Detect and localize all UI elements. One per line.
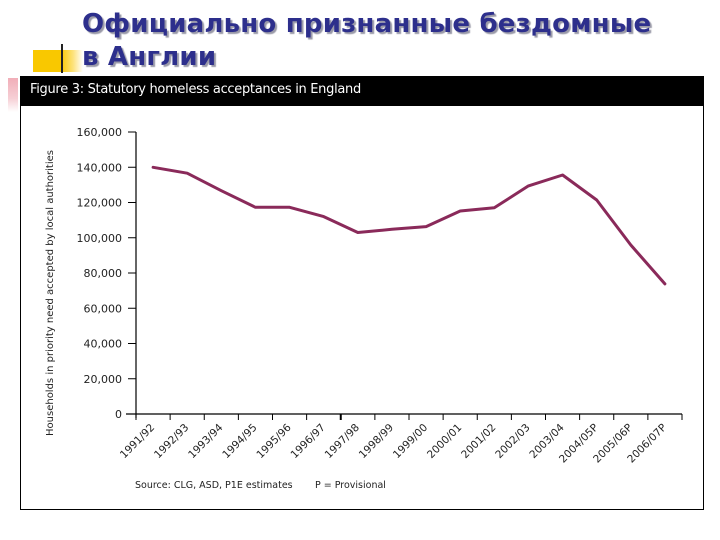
x-tick-label: 1999/00 [391, 422, 430, 461]
x-tick-label: 1992/93 [152, 422, 191, 461]
x-tick-label: 2000/01 [425, 422, 464, 461]
figure-panel: Figure 3: Statutory homeless acceptances… [20, 76, 704, 510]
x-tick-label: 1991/92 [118, 422, 157, 461]
x-tick-label: 1996/97 [288, 422, 327, 461]
x-tick-label: 1998/99 [357, 422, 396, 461]
figure-header: Figure 3: Statutory homeless acceptances… [21, 76, 703, 106]
decorative-pink-bar [8, 78, 18, 112]
figure-title: Figure 3: Statutory homeless acceptances… [30, 82, 361, 97]
decorative-vertical-rule [61, 44, 63, 73]
y-tick-label: 40,000 [84, 338, 123, 351]
x-tick-label: 2001/02 [459, 422, 498, 461]
x-tick-label: 1993/94 [186, 421, 226, 461]
y-tick-label: 60,000 [84, 302, 123, 315]
slide-title-line1: Официально признанные бездомные [82, 9, 652, 39]
x-tick-label: 1997/98 [323, 422, 362, 461]
line-chart: 0 20,000 40,000 60,000 80,000 100,000 120,000 1… [45, 126, 683, 491]
y-axis-title: Households in priority need accepted by … [45, 150, 56, 436]
x-tick-label: 1994/95 [220, 422, 259, 461]
x-tick-label: 2002/03 [493, 422, 532, 461]
y-tick-label: 160,000 [77, 126, 123, 139]
slide-title: Официально признанные бездомные в Англии [82, 8, 651, 74]
y-tick-label: 120,000 [77, 197, 123, 210]
decorative-yellow-bar [33, 50, 83, 72]
y-tick-label: 0 [115, 408, 122, 421]
x-tick-label: 1995/96 [254, 421, 294, 461]
slide-title-line2: в Англии [82, 42, 217, 72]
y-tick-label: 100,000 [77, 232, 123, 245]
y-tick-label: 140,000 [77, 161, 123, 174]
provisional-note: P = Provisional [315, 480, 386, 491]
data-series-line [151, 165, 667, 286]
y-tick-label: 80,000 [84, 267, 123, 280]
source-note: Source: CLG, ASD, P1E estimates [135, 480, 293, 491]
y-tick-label: 20,000 [84, 373, 123, 386]
